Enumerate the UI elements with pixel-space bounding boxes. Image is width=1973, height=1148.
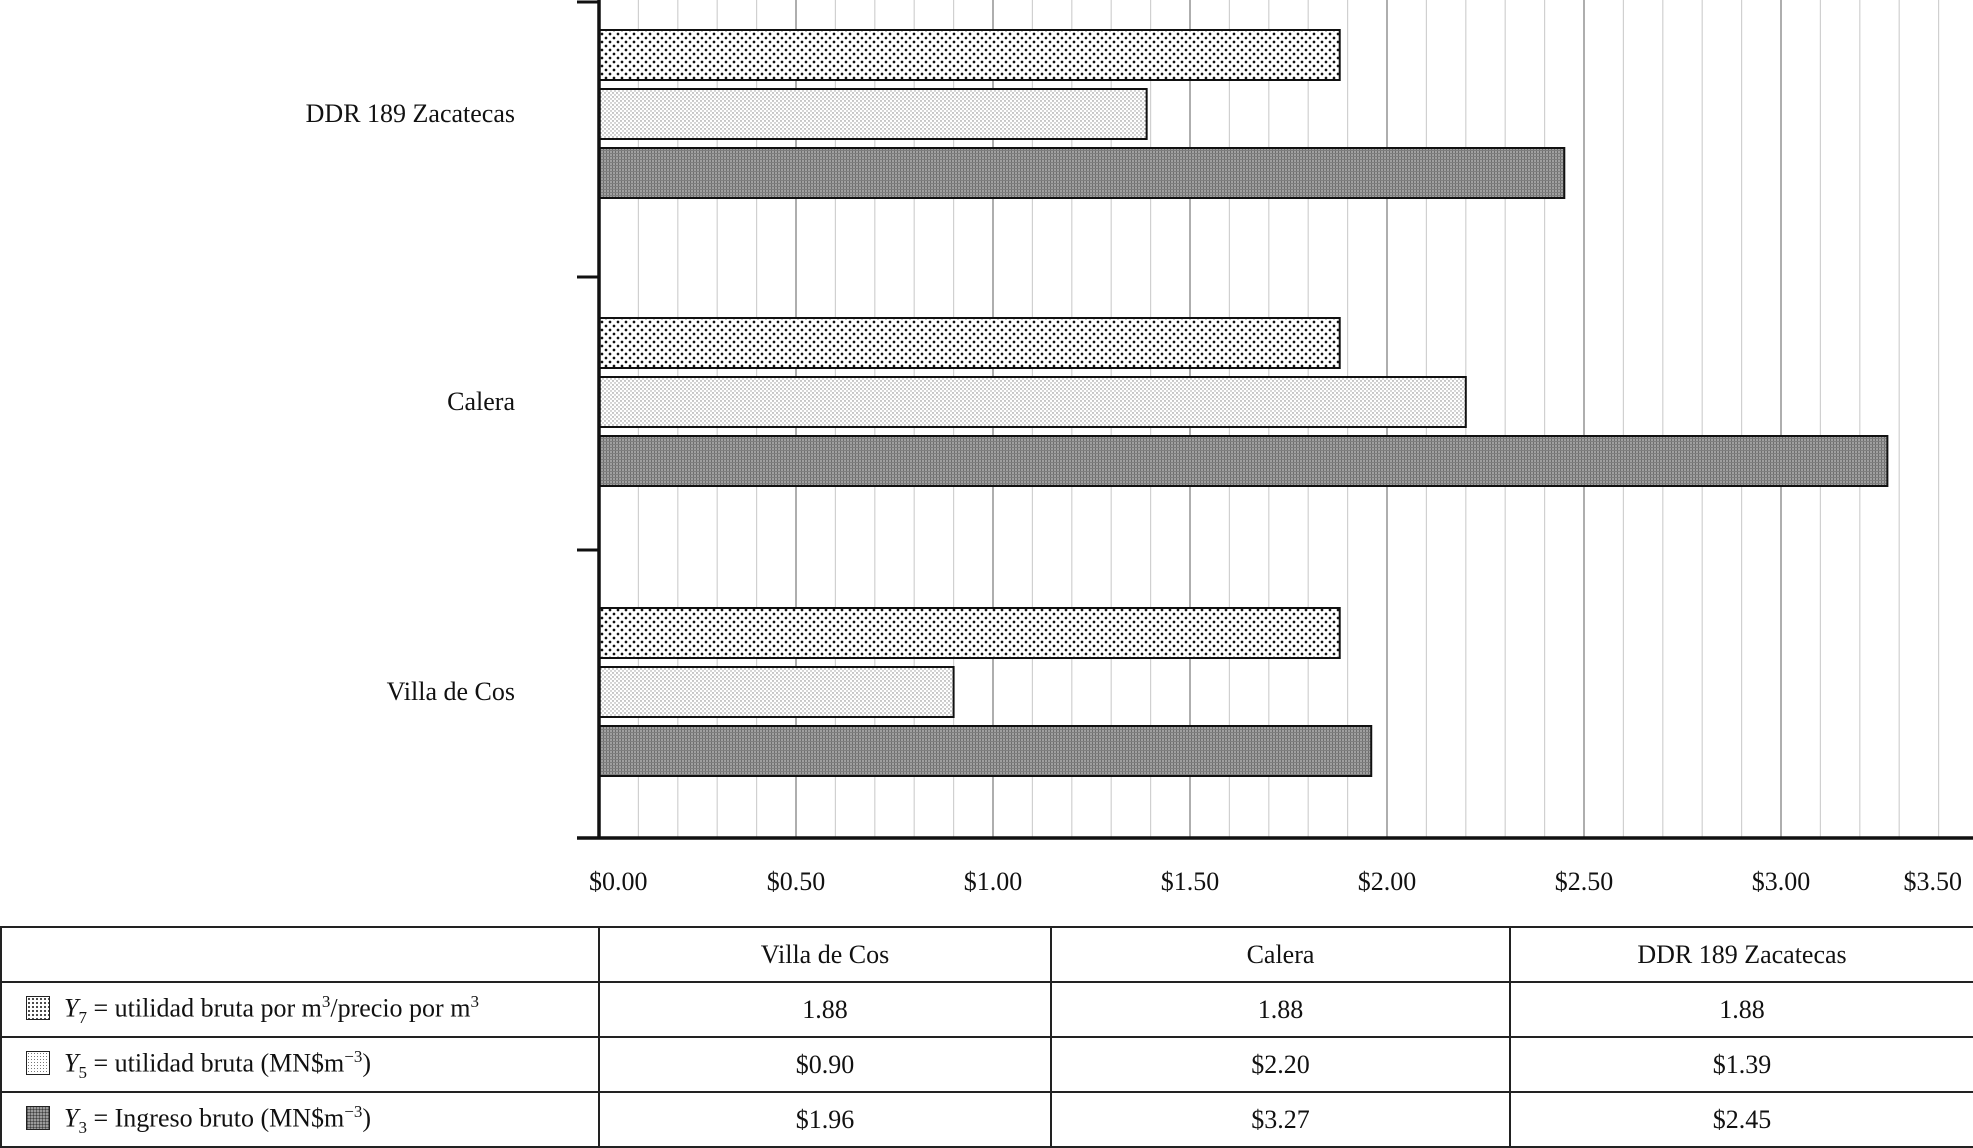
table-cell: $2.20	[1050, 1036, 1511, 1093]
category-label: Villa de Cos	[387, 677, 515, 706]
data-table: Villa de Cos Calera DDR 189 Zacatecas Y7…	[0, 926, 1973, 1148]
superscript: −3	[344, 1046, 363, 1066]
subscript: 5	[78, 1062, 87, 1082]
table-header-ddr-189: DDR 189 Zacatecas	[1509, 926, 1973, 983]
x-tick-label: $2.00	[1358, 867, 1417, 896]
bar-y7-villa-de-cos	[598, 607, 1341, 659]
x-tick-label: $3.00	[1752, 867, 1811, 896]
category-label: Calera	[447, 387, 515, 416]
legend-text: )	[362, 1048, 372, 1078]
legend-text: )	[362, 1103, 372, 1133]
bar-y5-calera	[598, 376, 1467, 428]
bar-y3-ddr-189-zacatecas	[598, 147, 1566, 199]
table-header-row: Villa de Cos Calera DDR 189 Zacatecas	[0, 926, 1973, 983]
table-header-empty	[0, 926, 600, 983]
legend-y3: Y3 = Ingreso bruto (MN$m−3)	[0, 1091, 600, 1148]
table-cell: $0.90	[598, 1036, 1052, 1093]
axis-labels: Villa de Cos Calera DDR 189 Zacatecas $0.00…	[306, 99, 1962, 896]
table-cell: 1.88	[1050, 981, 1511, 1038]
symbol: Y	[64, 1048, 79, 1078]
table-cell: 1.88	[598, 981, 1052, 1038]
legend-y7: Y7 = utilidad bruta por m3/precio por m3	[0, 981, 600, 1038]
bar-y3-villa-de-cos	[598, 725, 1373, 777]
superscript: 3	[470, 991, 479, 1011]
x-tick-label: $1.00	[964, 867, 1023, 896]
gray-grid-swatch-icon	[26, 1106, 50, 1131]
table-row: Y7 = utilidad bruta por m3/precio por m3…	[0, 981, 1973, 1038]
superscript: 3	[321, 991, 331, 1011]
bar-y7-ddr-189-zacatecas	[598, 29, 1341, 81]
table-row: Y5 = utilidad bruta (MN$m−3) $0.90 $2.20…	[0, 1036, 1973, 1093]
x-tick-label: $3.50	[1904, 867, 1963, 896]
legend-text: = utilidad bruta por m	[86, 993, 322, 1023]
x-tick-label: $1.50	[1161, 867, 1220, 896]
legend-y5: Y5 = utilidad bruta (MN$m−3)	[0, 1036, 600, 1093]
table-row: Y3 = Ingreso bruto (MN$m−3) $1.96 $3.27 …	[0, 1091, 1973, 1148]
subscript: 3	[78, 1117, 87, 1137]
axes	[577, 0, 1973, 840]
bar-y3-calera	[598, 435, 1889, 487]
symbol: Y	[64, 1103, 79, 1133]
bar-y7-calera	[598, 317, 1341, 369]
table-cell: 1.88	[1509, 981, 1973, 1038]
table-header-calera: Calera	[1050, 926, 1511, 983]
category-label: DDR 189 Zacatecas	[306, 99, 515, 128]
x-tick-label: $2.50	[1555, 867, 1614, 896]
legend-text: /precio por m	[330, 993, 471, 1023]
table-cell: $1.39	[1509, 1036, 1973, 1093]
x-tick-label: $0.50	[767, 867, 826, 896]
table-cell: $3.27	[1050, 1091, 1511, 1148]
legend-text: = utilidad bruta (MN$m	[86, 1048, 345, 1078]
legend-text: = Ingreso bruto (MN$m	[86, 1103, 345, 1133]
table-cell: $2.45	[1509, 1091, 1973, 1148]
symbol: Y	[64, 993, 79, 1023]
subscript: 7	[78, 1007, 87, 1027]
dense-dots-swatch-icon	[26, 996, 50, 1021]
bar-y5-ddr-189-zacatecas	[598, 88, 1148, 140]
bar-chart: Villa de Cos Calera DDR 189 Zacatecas $0.00…	[306, 0, 1973, 896]
fine-dots-swatch-icon	[26, 1051, 50, 1076]
bar-y5-villa-de-cos	[598, 666, 955, 718]
superscript: −3	[344, 1101, 363, 1121]
table-header-villa-de-cos: Villa de Cos	[598, 926, 1052, 983]
bars	[598, 29, 1889, 777]
x-tick-label: $0.00	[589, 867, 648, 896]
table-cell: $1.96	[598, 1091, 1052, 1148]
